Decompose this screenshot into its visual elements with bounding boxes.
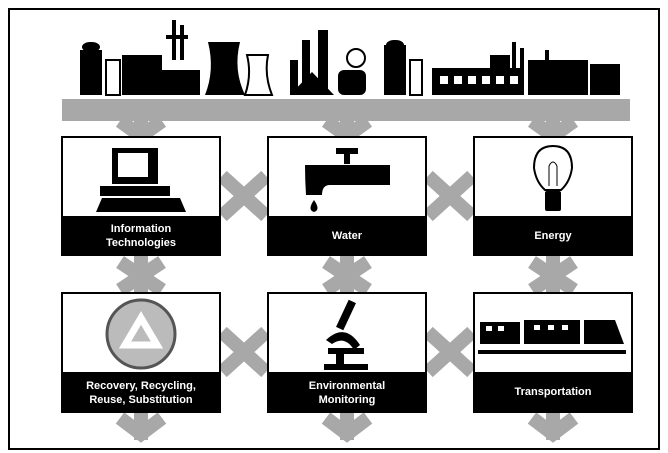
- node-info: Information Technologies: [62, 137, 220, 255]
- node-transport: Transportation: [474, 293, 632, 412]
- node-water: Water: [268, 137, 426, 255]
- node-label: Environmental: [309, 380, 385, 392]
- node-recovery: Recovery, Recycling, Reuse, Substitution: [62, 293, 220, 412]
- node-label: Energy: [534, 230, 572, 242]
- node-label: Reuse, Substitution: [89, 394, 193, 406]
- node-label: Water: [332, 230, 363, 242]
- node-label: Information: [111, 223, 172, 235]
- node-energy: Energy: [474, 137, 632, 255]
- node-monitoring: Environmental Monitoring: [268, 293, 426, 412]
- node-label: Transportation: [514, 386, 591, 398]
- diagram: Information Technologies Water Energy Re…: [0, 0, 668, 453]
- node-label: Recovery, Recycling,: [86, 380, 196, 392]
- node-label: Monitoring: [319, 394, 376, 406]
- node-label: Technologies: [106, 237, 176, 249]
